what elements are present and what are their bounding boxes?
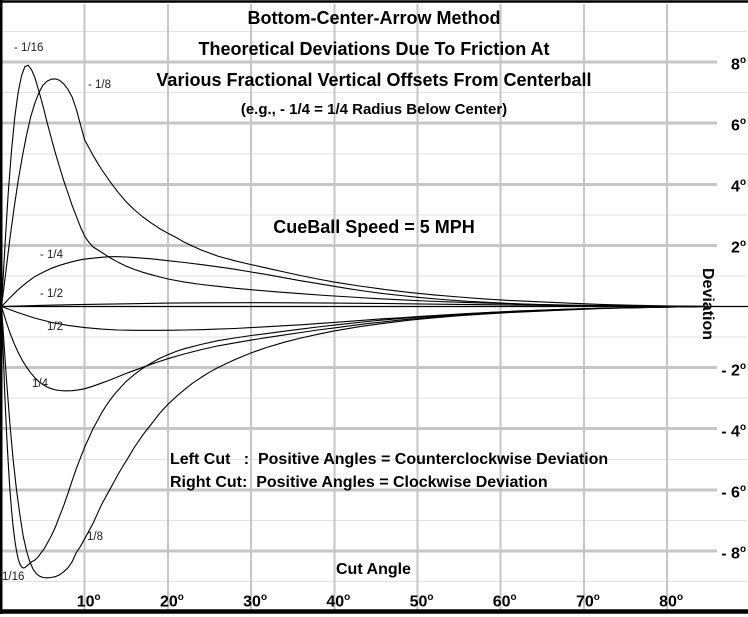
x-tick-label: 20o <box>159 592 184 611</box>
curve-label-1/2: 1/2 <box>47 321 63 333</box>
x-tick-label: 10o <box>76 592 101 611</box>
curve-label--1/4: - 1/4 <box>40 249 64 261</box>
y-tick-label: - 4o <box>721 421 746 441</box>
x-tick-label: 60o <box>492 592 517 611</box>
cueball-speed-annotation: CueBall Speed = 5 MPH <box>273 217 475 237</box>
x-tick-label: 70o <box>575 592 600 611</box>
x-tick-label: 80o <box>659 592 684 611</box>
curve-label-1/4: 1/4 <box>32 378 48 390</box>
curve-label--1/2: - 1/2 <box>40 288 64 300</box>
curve-label--1/8: - 1/8 <box>88 79 112 91</box>
right-cut-annotation: Right Cut: Positive Angles = Clockwise D… <box>170 474 548 491</box>
y-tick-label: 4o <box>731 177 746 196</box>
x-axis-title: Cut Angle <box>336 561 411 578</box>
left-cut-annotation: Left Cut : Positive Angles = Countercloc… <box>170 451 609 468</box>
y-tick-label: 8o <box>731 55 746 74</box>
curve-label--1/16: - 1/16 <box>14 42 44 54</box>
chart-title-line-1: Bottom-Center-Arrow Method <box>247 8 501 28</box>
y-tick-label: 6o <box>731 116 746 135</box>
y-axis-title: Deviation <box>699 267 716 341</box>
x-tick-label: 40o <box>326 592 351 611</box>
y-tick-label: - 8o <box>721 543 746 563</box>
x-tick-label: 30o <box>243 592 268 611</box>
y-tick-label: 2o <box>731 238 746 257</box>
chart-subtitle: (e.g., - 1/4 = 1/4 Radius Below Center) <box>240 101 508 118</box>
x-tick-label: 50o <box>409 592 434 611</box>
curve-label-1/16: 1/16 <box>2 571 25 583</box>
chart-title-line-3: Various Fractional Vertical Offsets From… <box>156 70 592 90</box>
y-tick-label: - 2o <box>721 360 746 379</box>
curve-label-1/8: 1/8 <box>87 531 103 543</box>
chart-title-line-2: Theoretical Deviations Due To Friction A… <box>198 39 550 59</box>
y-tick-label: - 6o <box>721 482 746 502</box>
